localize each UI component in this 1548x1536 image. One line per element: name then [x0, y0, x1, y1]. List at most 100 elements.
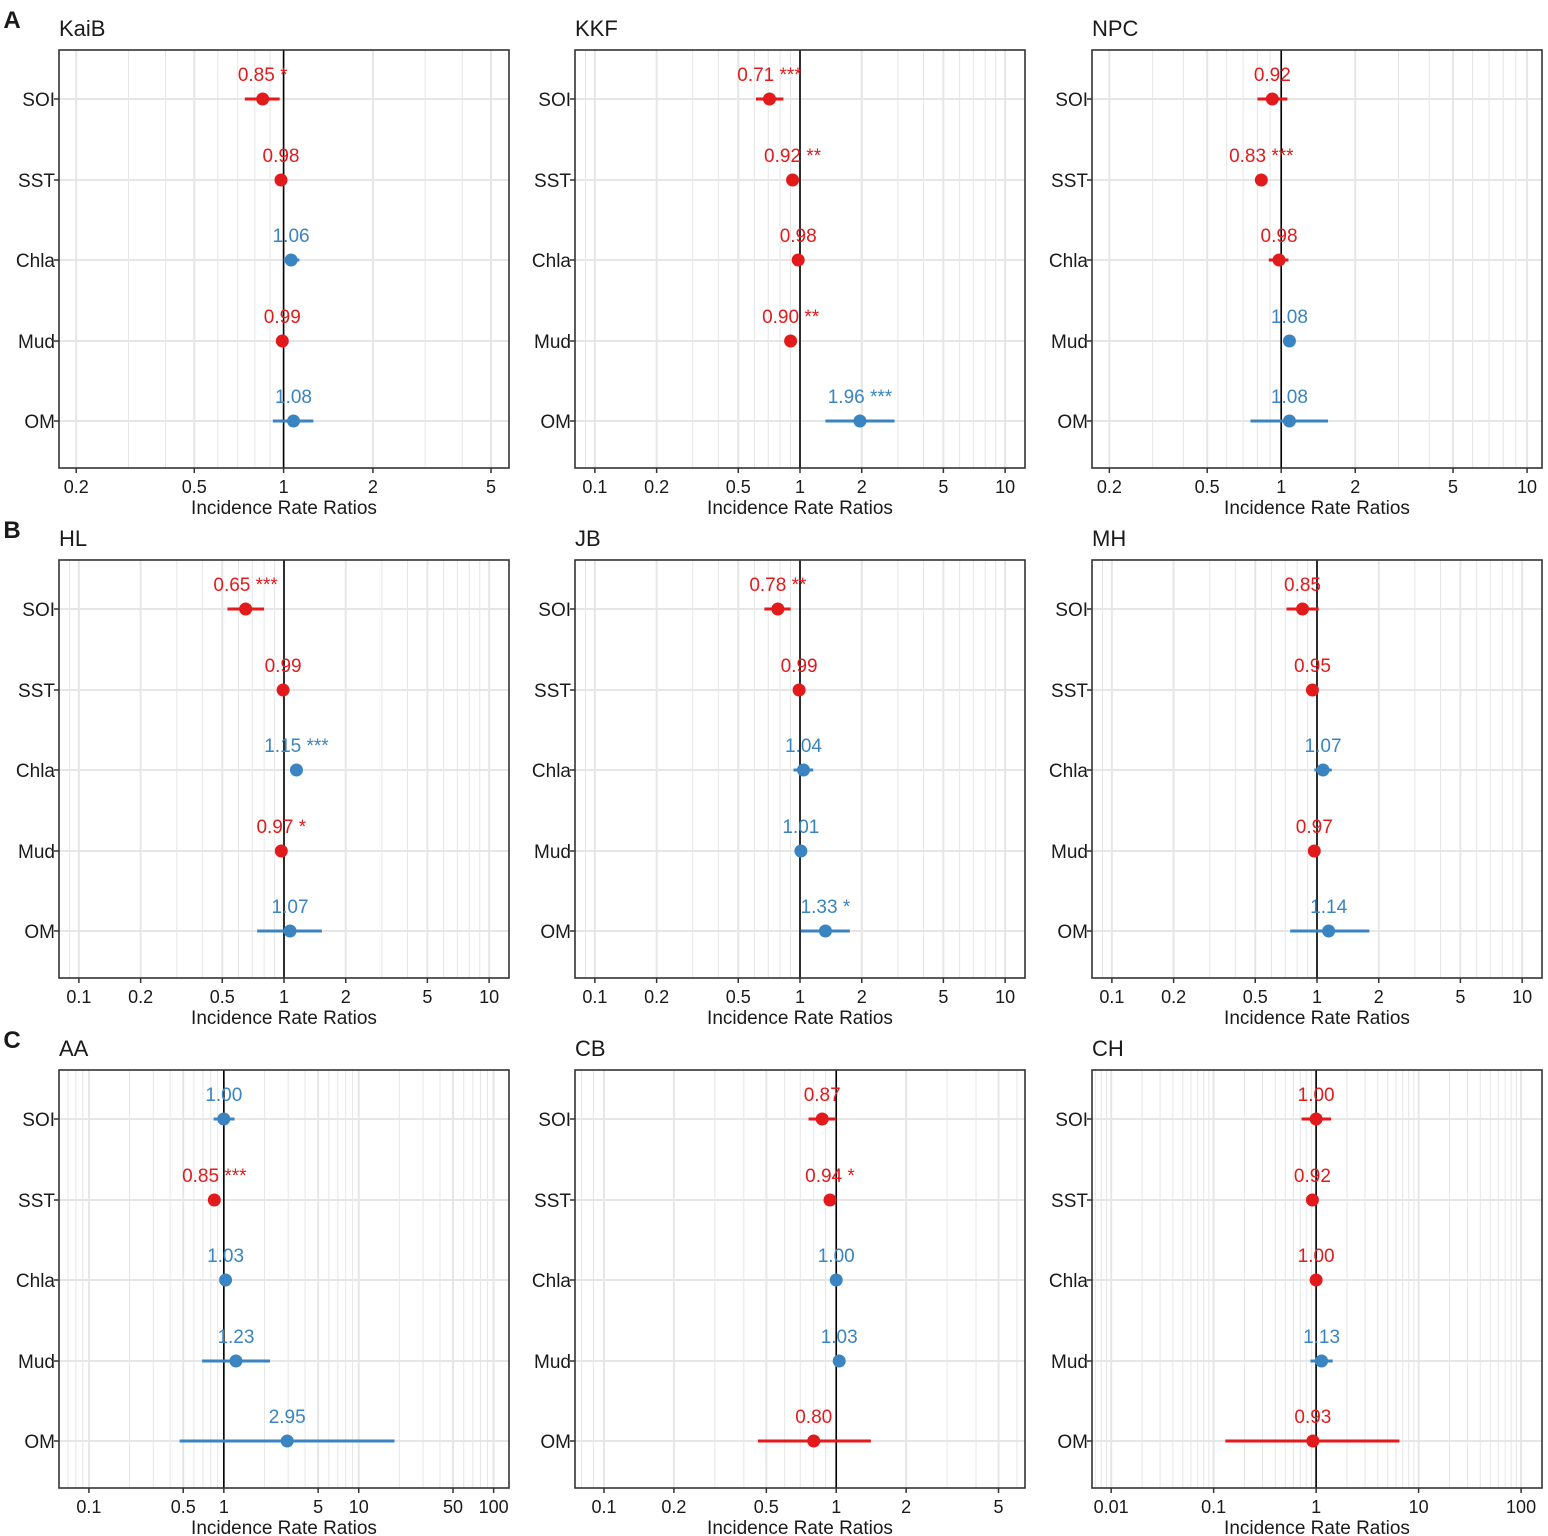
estimate-point [1315, 1354, 1329, 1368]
x-tick-label: 0.5 [1195, 477, 1220, 497]
x-axis-label: Incidence Rate Ratios [191, 1008, 377, 1029]
estimate-label: 0.85 *** [182, 1166, 247, 1187]
estimate-point [274, 844, 288, 858]
x-tick-label: 2 [857, 477, 867, 497]
x-tick-label: 10 [479, 987, 499, 1007]
estimate-label: 0.80 [795, 1407, 832, 1428]
estimate-label: 0.87 [804, 1085, 841, 1106]
y-tick-label: Mud [18, 332, 55, 353]
x-tick-label: 1 [279, 987, 289, 1007]
estimate-point [1272, 253, 1286, 267]
panel-title: AA [59, 1036, 89, 1061]
estimate-label: 1.23 [217, 1327, 254, 1348]
x-tick-label: 2 [857, 987, 867, 1007]
x-axis-label: Incidence Rate Ratios [191, 498, 377, 519]
panel-mh: MH 0.1 0.2 0.5 1 2 5 10 SOI 0.85 SST 0.95 Chla 1.07 Mu… [1049, 526, 1543, 1029]
x-tick-label: 10 [995, 477, 1015, 497]
estimate-point [1306, 1434, 1320, 1448]
estimate-label: 1.07 [272, 897, 309, 918]
estimate-point [829, 1273, 843, 1287]
x-tick-label: 0.5 [182, 477, 207, 497]
panel-title: MH [1092, 526, 1126, 551]
estimate-label: 0.90 ** [762, 307, 820, 328]
x-axis-label: Incidence Rate Ratios [707, 1518, 893, 1536]
estimate-label: 0.98 [780, 226, 817, 247]
x-tick-label: 0.5 [171, 1497, 196, 1517]
estimate-point [762, 92, 776, 106]
estimate-point [1305, 1193, 1319, 1207]
y-tick-label: OM [540, 412, 571, 433]
panel-frame [58, 559, 510, 979]
panel-cb: CB 0.1 0.2 0.5 1 2 5 SOI 0.87 SST 0.94 * Chla 1.00 Mu… [532, 1036, 1026, 1536]
estimate-point [283, 924, 297, 938]
estimate-label: 0.99 [264, 307, 301, 328]
estimate-point [818, 924, 832, 938]
estimate-point [1316, 763, 1330, 777]
estimate-point [791, 253, 805, 267]
estimate-point [1322, 924, 1336, 938]
panel-npc: NPC 0.2 0.5 1 2 5 10 SOI 0.92 SST 0.83 *** Chla 0.98… [1049, 16, 1543, 519]
x-tick-label: 0.5 [754, 1497, 779, 1517]
panel-frame [574, 49, 1026, 469]
x-tick-label: 10 [995, 987, 1015, 1007]
y-tick-label: SST [18, 171, 55, 192]
estimate-point [832, 1354, 846, 1368]
panel-row-letter: B [3, 517, 20, 544]
y-tick-label: SOI [22, 600, 55, 621]
y-tick-label: SST [1051, 681, 1088, 702]
x-tick-label: 5 [938, 987, 948, 1007]
estimate-label: 1.96 *** [828, 387, 893, 408]
x-tick-label: 2 [1374, 987, 1384, 1007]
panel-frame [1091, 49, 1543, 469]
estimate-label: 0.78 ** [749, 575, 807, 596]
estimate-label: 1.04 [785, 736, 822, 757]
y-tick-label: SOI [22, 90, 55, 111]
estimate-label: 0.83 *** [1229, 146, 1294, 167]
panel-frame [58, 49, 510, 469]
estimate-label: 0.98 [1261, 226, 1298, 247]
y-tick-label: OM [24, 412, 55, 433]
x-tick-label: 1 [279, 477, 289, 497]
estimate-label: 1.01 [782, 817, 819, 838]
estimate-point [217, 1112, 231, 1126]
panel-frame [58, 1069, 510, 1489]
estimate-label: 1.03 [207, 1246, 244, 1267]
x-tick-label: 100 [1506, 1497, 1536, 1517]
panel-title: CH [1092, 1036, 1124, 1061]
y-tick-label: OM [540, 1432, 571, 1453]
estimate-label: 1.07 [1305, 736, 1342, 757]
estimate-label: 0.85 [1284, 575, 1321, 596]
estimate-point [1282, 414, 1296, 428]
x-tick-label: 1 [795, 987, 805, 1007]
x-tick-label: 5 [938, 477, 948, 497]
estimate-label: 1.33 * [801, 897, 851, 918]
y-tick-label: OM [1057, 922, 1088, 943]
estimate-point [815, 1112, 829, 1126]
estimate-label: 0.94 * [805, 1166, 855, 1187]
estimate-label: 1.15 *** [264, 736, 329, 757]
panel-kaib: KaiB 0.2 0.5 1 2 5 SOI 0.85 * SST 0.98 Chla 1.06 Mud… [16, 16, 510, 519]
y-tick-label: Chla [1049, 1271, 1089, 1292]
estimate-label: 1.00 [205, 1085, 242, 1106]
estimate-point [207, 1193, 221, 1207]
y-tick-label: OM [24, 922, 55, 943]
y-tick-label: SST [534, 681, 571, 702]
panel-title: JB [575, 526, 601, 551]
estimate-point [276, 683, 290, 697]
estimate-label: 1.14 [1310, 897, 1347, 918]
estimate-label: 0.92 [1254, 65, 1291, 86]
estimate-point [239, 602, 253, 616]
estimate-point [792, 683, 806, 697]
y-tick-label: Chla [1049, 761, 1089, 782]
panel-aa: AA 0.1 0.5 1 5 10 50 100 SOI 1.00 SST 0.85 *** Chla 1… [16, 1036, 510, 1536]
y-tick-label: Chla [16, 761, 56, 782]
x-tick-label: 100 [479, 1497, 509, 1517]
x-tick-label: 1 [831, 1497, 841, 1517]
estimate-point [853, 414, 867, 428]
estimate-label: 0.93 [1294, 1407, 1331, 1428]
x-axis-label: Incidence Rate Ratios [1224, 498, 1410, 519]
y-tick-label: Mud [18, 1352, 55, 1373]
estimate-point [807, 1434, 821, 1448]
estimate-label: 0.98 [263, 146, 300, 167]
estimate-point [796, 763, 810, 777]
